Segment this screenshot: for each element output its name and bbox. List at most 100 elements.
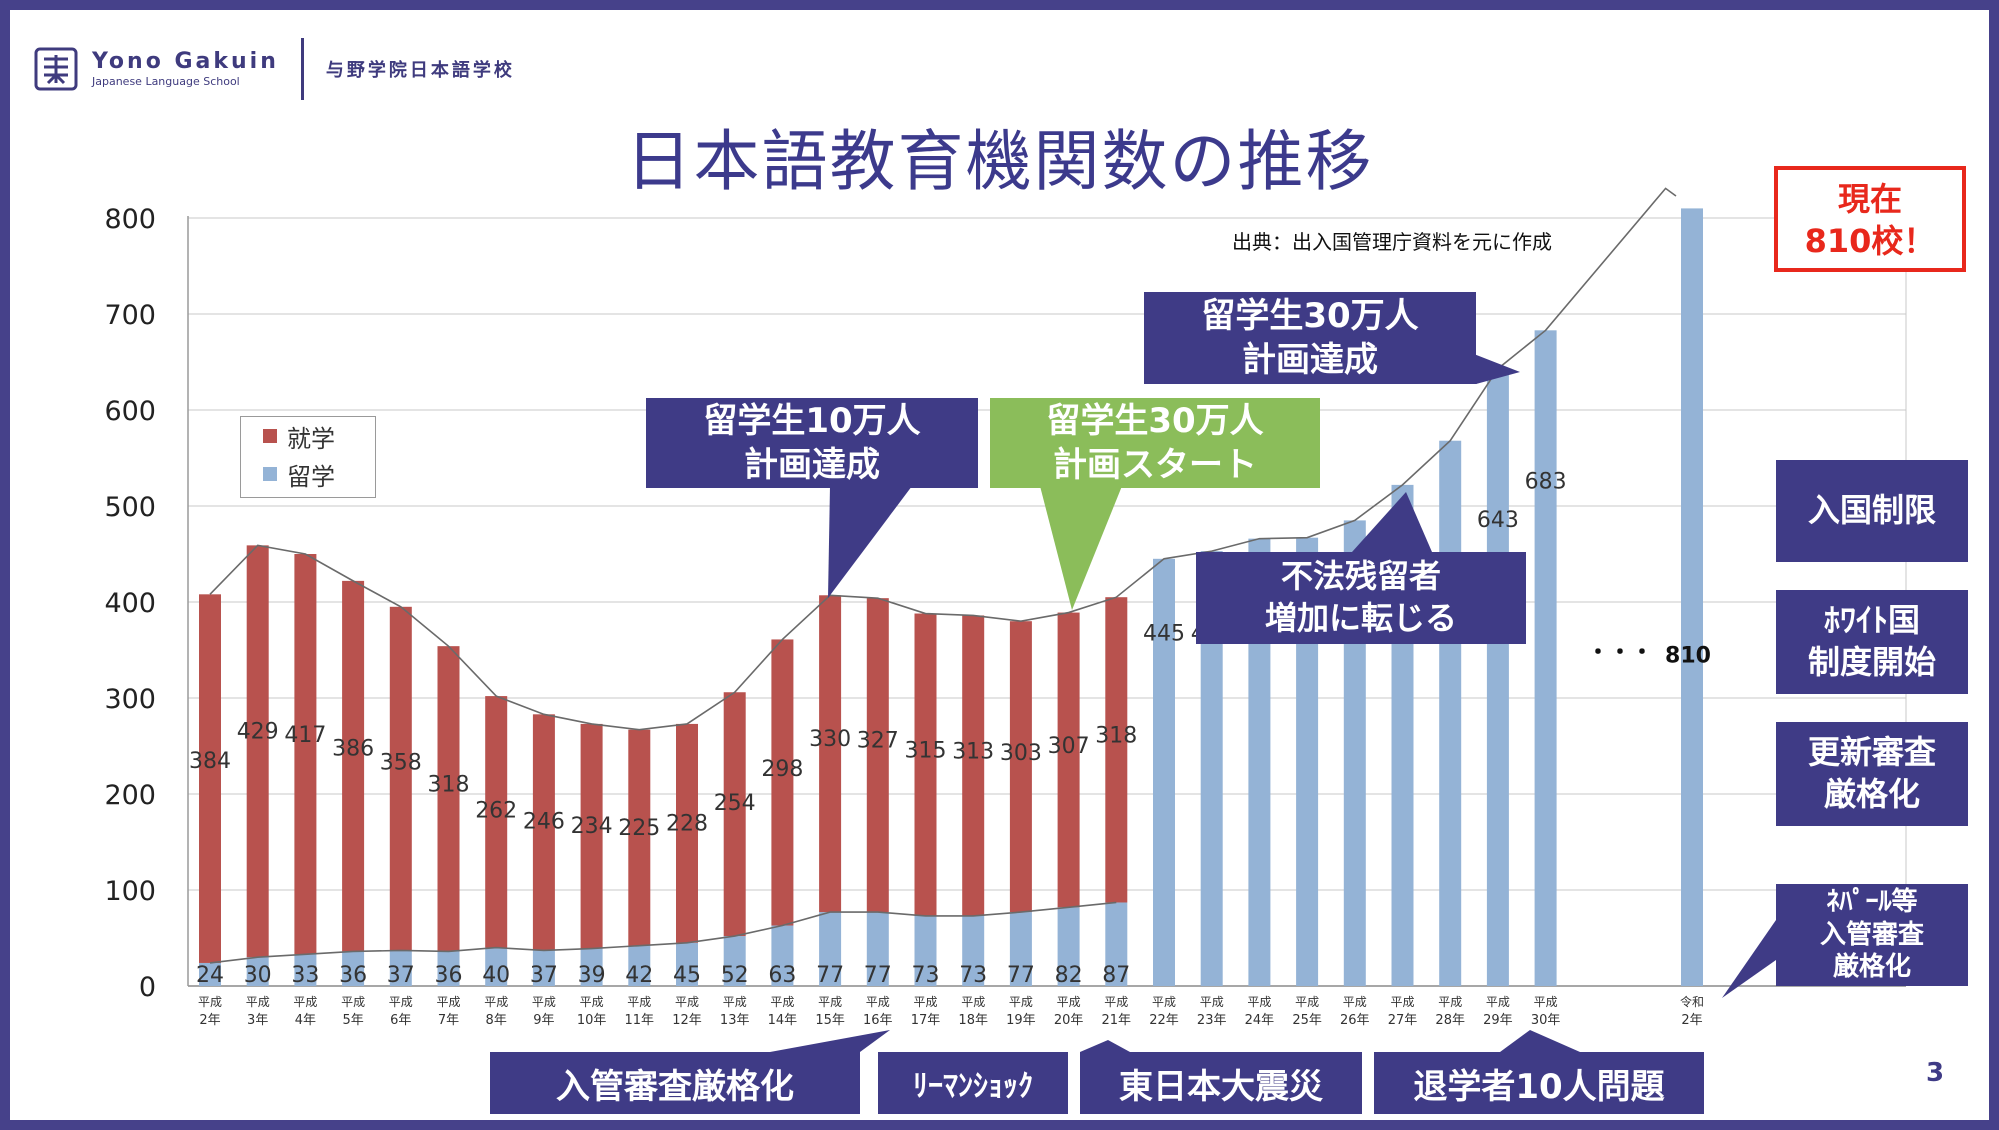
bar-ryugaku	[1439, 440, 1462, 987]
data-label-ryugaku: 73	[959, 963, 987, 988]
x-tick-label-year: 23年	[1197, 1013, 1227, 1028]
bar-shugaku	[676, 723, 698, 943]
x-tick-label-era: 平成	[866, 995, 890, 1009]
x-tick-label-era: 平成	[532, 995, 556, 1009]
annotation-plan30start-line1: 留学生30万人	[1046, 400, 1264, 441]
side-renewal-line1: 更新審査	[1807, 733, 1936, 772]
data-label-shugaku: 254	[714, 791, 756, 816]
total-line	[209, 187, 1677, 731]
ryugaku-line	[209, 901, 1117, 964]
bar-ryugaku	[914, 915, 937, 986]
x-tick-label-year: 5年	[342, 1013, 363, 1028]
x-tick-label-era: 平成	[1534, 995, 1558, 1009]
x-tick-label-era: 平成	[770, 995, 794, 1009]
data-label-shugaku: 313	[952, 740, 994, 765]
data-label-ryugaku: 33	[291, 963, 319, 988]
data-label-ryugaku: 30	[244, 963, 272, 988]
callout-pointer-illegal	[1352, 492, 1432, 552]
callout-pointer-dropout	[1500, 1030, 1580, 1052]
x-tick-label-year: 21年	[1102, 1013, 1132, 1028]
side-nepal-line3: 厳格化	[1832, 952, 1911, 983]
x-tick-label-year: 19年	[1006, 1013, 1036, 1028]
slide-title: 日本語教育機関数の推移	[625, 123, 1374, 200]
data-label-ryugaku: 37	[387, 963, 415, 988]
annotation-plan30start-line2: 計画スタート	[1053, 445, 1257, 485]
school-logo: Yono Gakuin Japanese Language School 与野学…	[34, 38, 515, 100]
annotation-plan30-achieved: 留学生30万人 計画達成	[1144, 292, 1476, 384]
current-badge-line1: 現在	[1837, 180, 1902, 218]
data-label-shugaku: 318	[428, 773, 470, 798]
bar-shugaku	[914, 613, 937, 916]
data-label-ryugaku: 445	[1143, 621, 1185, 646]
x-tick-label-year: 16年	[863, 1013, 893, 1028]
x-tick-label-era: 平成	[913, 995, 937, 1009]
x-tick-label-era: 平成	[1104, 995, 1128, 1009]
bar-ryugaku	[1296, 537, 1319, 986]
data-label-ryugaku: 45	[673, 963, 701, 988]
bar-ryugaku	[1248, 538, 1271, 986]
data-label-ryugaku: 77	[1007, 963, 1035, 988]
bar-shugaku	[342, 580, 365, 952]
chart-source: 出典：出入国管理庁資料を元に作成	[1232, 230, 1552, 254]
bar-ryugaku	[819, 912, 842, 986]
bar-shugaku	[199, 594, 221, 963]
bar-ryugaku	[723, 936, 746, 986]
x-tick-label-era: 平成	[1486, 995, 1510, 1009]
data-label-shugaku: 262	[475, 798, 517, 823]
x-tick-label-year: 29年	[1483, 1013, 1513, 1028]
data-label-ryugaku: 42	[625, 963, 653, 988]
x-tick-label-era: 平成	[484, 995, 508, 1009]
y-tick-label: 200	[104, 780, 156, 811]
x-tick-label-year: 6年	[390, 1013, 411, 1028]
data-label-shugaku: 318	[1095, 724, 1137, 749]
current-count-badge: 現在 810校！	[1774, 166, 1966, 272]
data-label-ryugaku: 77	[864, 963, 892, 988]
bar-shugaku	[246, 545, 269, 958]
bar-shugaku	[485, 696, 508, 948]
x-tick-label-era: 平成	[436, 995, 460, 1009]
callout-pointer-nepal	[1722, 920, 1776, 998]
bar-ryugaku	[1200, 551, 1223, 986]
x-tick-label-year: 10年	[577, 1013, 607, 1028]
bar-shugaku	[819, 595, 842, 913]
x-tick-label-year: 28年	[1435, 1013, 1465, 1028]
logo-japanese-name: 与野学院日本語学校	[325, 60, 515, 81]
bottom-box-earthquake: 東日本大震災	[1080, 1052, 1362, 1114]
bar-shugaku	[532, 714, 555, 951]
logo-english-subtitle: Japanese Language School	[92, 75, 240, 88]
legend-label-shugaku: 就学	[287, 424, 335, 453]
bottom-box-dropout: 退学者10人問題	[1374, 1052, 1704, 1114]
y-tick-label: 700	[104, 300, 156, 331]
side-box-nepal: ﾈﾊﾟｰﾙ等 入管審査 厳格化	[1776, 884, 1968, 986]
school-emblem-icon	[34, 47, 78, 91]
x-tick-label-year: 9年	[533, 1013, 554, 1028]
x-tick-label-era: 平成	[1390, 995, 1414, 1009]
data-label-shugaku: 386	[332, 737, 374, 762]
x-tick-label-year: 12年	[672, 1013, 702, 1028]
bar-ryugaku	[294, 954, 317, 986]
x-tick-label-year: 17年	[911, 1013, 941, 1028]
y-tick-label: 800	[104, 204, 156, 235]
y-tick-label: 0	[139, 972, 156, 1003]
annotation-illegal-line2: 増加に転じる	[1264, 599, 1457, 637]
x-tick-label-era: 平成	[1343, 995, 1367, 1009]
data-label-shugaku: 298	[761, 757, 803, 782]
bar-ryugaku	[1534, 330, 1557, 986]
bottom-box-lehman: ﾘｰﾏﾝｼｮｯｸ	[878, 1052, 1068, 1114]
bar-ryugaku	[1681, 208, 1703, 986]
x-tick-label-year: 26年	[1340, 1013, 1370, 1028]
bar-ryugaku	[1153, 558, 1175, 986]
data-label-ryugaku: 39	[578, 963, 606, 988]
bar-ryugaku	[771, 925, 794, 986]
data-label-ryugaku: 643	[1477, 508, 1519, 533]
bar-ryugaku	[962, 915, 985, 986]
current-badge-line2: 810校！	[1804, 222, 1936, 260]
x-tick-label-era: 平成	[389, 995, 413, 1009]
side-box-entry-limit: 入国制限	[1776, 460, 1968, 562]
x-tick-label-year: 15年	[815, 1013, 845, 1028]
y-tick-label: 400	[104, 588, 156, 619]
x-tick-label-era: 平成	[1057, 995, 1081, 1009]
legend-item-shugaku: 就学	[241, 417, 375, 455]
